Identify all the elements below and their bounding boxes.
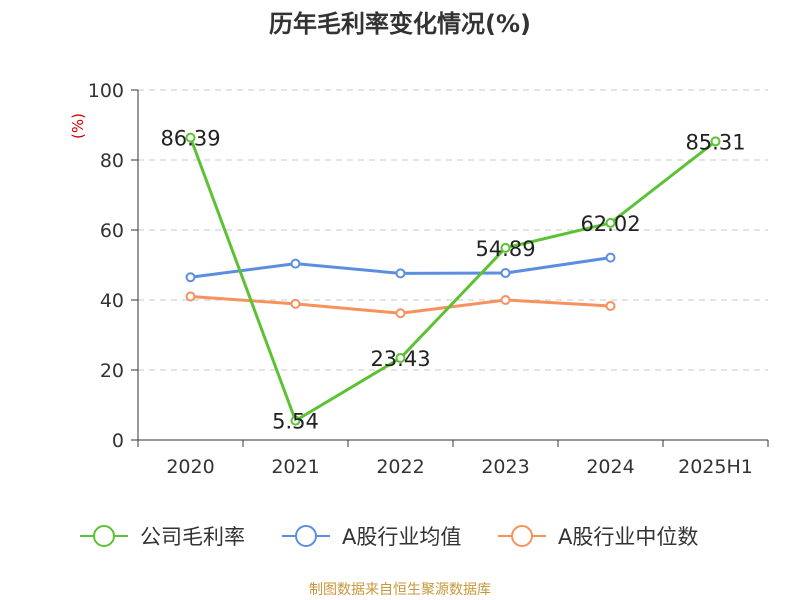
data-point [605,300,616,311]
data-point [185,132,196,143]
data-label: 62.02 [580,212,640,236]
data-label: 86.39 [160,127,220,151]
data-point [500,242,511,253]
data-point [395,268,406,279]
data-label: 54.89 [475,237,535,261]
y-tick-label: 40 [100,290,124,312]
x-tick-label: 2023 [481,456,529,478]
data-point [290,258,301,269]
data-label: 85.31 [685,130,745,154]
data-label: 23.43 [370,347,430,371]
data-point [185,291,196,302]
data-source-note: 制图数据来自恒生聚源数据库 [309,582,491,598]
y-tick-label: 0 [112,430,124,452]
data-label: 5.54 [272,410,319,434]
x-tick-label: 2025H1 [678,456,753,478]
data-point [290,415,301,426]
y-tick-label: 60 [100,220,124,242]
x-tick-label: 2024 [586,456,634,478]
y-tick-label: 80 [100,150,124,172]
legend-marker [93,525,115,547]
legend-label: 公司毛利率 [140,525,245,549]
x-tick-label: 2022 [376,456,424,478]
x-tick-label: 2021 [271,456,319,478]
x-tick-label: 2020 [166,456,214,478]
data-point [710,136,721,147]
y-axis-unit: (%) [69,113,87,139]
data-point [185,272,196,283]
chart-title: 历年毛利率变化情况(%) [269,10,531,38]
legend-marker [511,525,533,547]
data-point [290,298,301,309]
series-line [189,137,717,423]
legend-label: A股行业均值 [342,525,461,549]
data-point [500,268,511,279]
legend-marker [295,525,317,547]
legend-label: A股行业中位数 [558,525,698,549]
data-point [500,295,511,305]
data-point [395,352,406,363]
y-tick-label: 20 [100,360,124,382]
data-point [605,217,616,228]
data-point [605,252,616,263]
data-point [395,308,406,319]
y-tick-label: 100 [88,80,124,102]
